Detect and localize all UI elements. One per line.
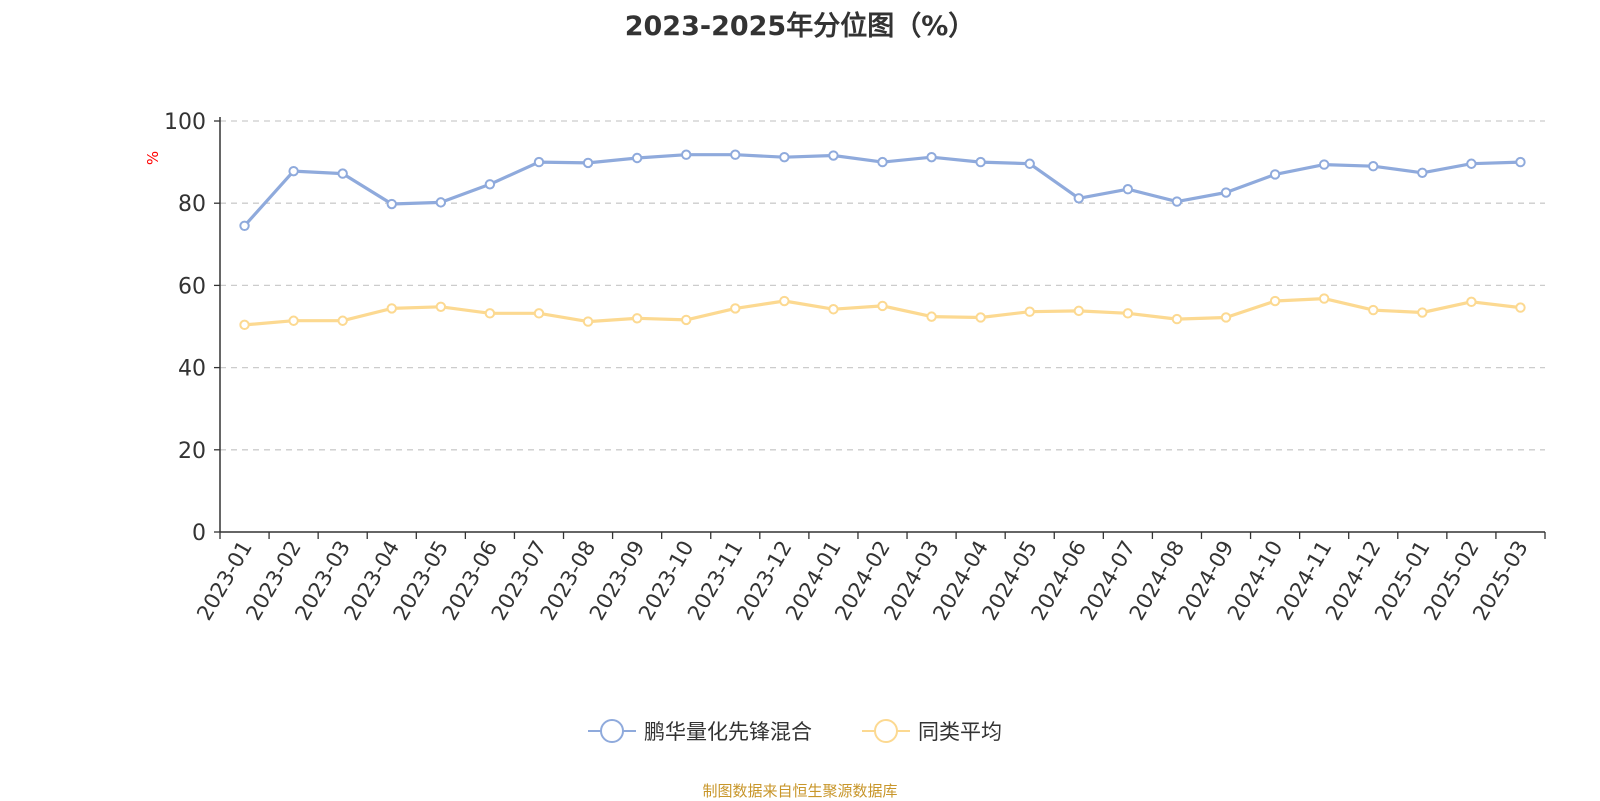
data-point-series1 bbox=[730, 149, 741, 160]
data-point-series2 bbox=[1269, 295, 1281, 307]
y-axis-label: % bbox=[144, 151, 162, 165]
legend-item-series2[interactable]: 同类平均 bbox=[862, 716, 1002, 746]
data-point-series1 bbox=[1417, 167, 1428, 178]
data-point-series1 bbox=[1220, 187, 1232, 198]
data-point-series2 bbox=[828, 304, 839, 315]
data-point-series2 bbox=[484, 308, 496, 319]
data-point-series1 bbox=[1073, 193, 1084, 204]
axes: 0204060801002023-012023-022023-032023-04… bbox=[164, 110, 1546, 624]
data-point-series2 bbox=[975, 312, 986, 323]
legend-series2-label: 同类平均 bbox=[918, 720, 1002, 744]
data-point-series1 bbox=[288, 165, 299, 177]
data-point-series1 bbox=[631, 152, 643, 164]
legend-item-series1[interactable]: 鹏华量化先锋混合 bbox=[588, 716, 812, 746]
data-point-series1 bbox=[1269, 169, 1281, 180]
data-point-series2 bbox=[1220, 312, 1232, 323]
data-point-series2 bbox=[877, 300, 888, 312]
y-tick-label: 100 bbox=[164, 110, 206, 135]
gridlines bbox=[220, 120, 1545, 451]
data-point-series2 bbox=[1368, 304, 1379, 316]
data-point-series2 bbox=[582, 316, 594, 327]
source-note: 制图数据来自恒生聚源数据库 bbox=[702, 782, 898, 800]
data-point-series2 bbox=[1073, 305, 1084, 317]
data-point-series2 bbox=[1417, 307, 1428, 318]
data-point-series2 bbox=[681, 314, 692, 326]
chart-title: 2023-2025年分位图（%） bbox=[624, 11, 976, 42]
legend-series1-icon bbox=[588, 719, 636, 743]
data-point-series1 bbox=[926, 151, 937, 163]
data-point-series2 bbox=[1171, 313, 1183, 325]
data-point-series1 bbox=[386, 198, 397, 210]
data-point-series2 bbox=[1515, 302, 1526, 313]
data-point-series2 bbox=[926, 311, 937, 322]
data-point-series2 bbox=[1024, 306, 1035, 317]
data-point-series2 bbox=[239, 319, 250, 331]
data-point-series2 bbox=[435, 301, 447, 312]
data-point-series1 bbox=[1515, 156, 1526, 168]
data-point-series2 bbox=[337, 315, 348, 326]
data-point-series1 bbox=[1024, 158, 1035, 169]
legend-series2-icon bbox=[862, 719, 910, 743]
data-point-series1 bbox=[239, 220, 250, 232]
data-point-series1 bbox=[1122, 184, 1134, 195]
data-point-series2 bbox=[779, 295, 790, 307]
data-point-series2 bbox=[1466, 296, 1477, 308]
y-tick-label: 60 bbox=[178, 274, 206, 299]
y-tick-label: 40 bbox=[178, 357, 206, 382]
series-points bbox=[239, 149, 1526, 331]
data-point-series1 bbox=[1171, 196, 1183, 207]
data-point-series2 bbox=[1122, 308, 1134, 319]
data-point-series2 bbox=[533, 308, 545, 319]
legend-series1-label: 鹏华量化先锋混合 bbox=[644, 720, 812, 744]
data-point-series2 bbox=[386, 303, 397, 314]
data-point-series1 bbox=[779, 151, 790, 163]
data-point-series1 bbox=[681, 149, 692, 160]
data-point-series1 bbox=[828, 150, 839, 161]
data-point-series2 bbox=[631, 313, 643, 324]
data-point-series1 bbox=[1466, 158, 1477, 169]
data-point-series2 bbox=[730, 303, 741, 314]
data-point-series1 bbox=[533, 156, 545, 168]
y-tick-label: 20 bbox=[178, 439, 206, 464]
y-tick-label: 80 bbox=[178, 192, 206, 217]
data-point-series1 bbox=[337, 168, 348, 179]
data-point-series1 bbox=[435, 197, 447, 208]
data-point-series2 bbox=[288, 315, 299, 326]
data-point-series1 bbox=[582, 157, 594, 169]
y-tick-label: 0 bbox=[192, 521, 206, 546]
data-point-series1 bbox=[975, 156, 986, 168]
data-point-series1 bbox=[1318, 159, 1330, 170]
data-point-series1 bbox=[877, 156, 888, 168]
data-point-series1 bbox=[1368, 161, 1379, 172]
data-point-series1 bbox=[484, 179, 496, 190]
data-point-series2 bbox=[1318, 293, 1330, 304]
